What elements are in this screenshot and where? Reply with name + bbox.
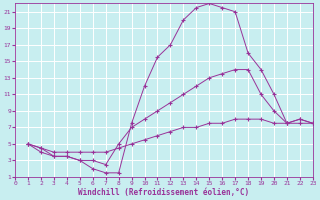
X-axis label: Windchill (Refroidissement éolien,°C): Windchill (Refroidissement éolien,°C) xyxy=(78,188,250,197)
